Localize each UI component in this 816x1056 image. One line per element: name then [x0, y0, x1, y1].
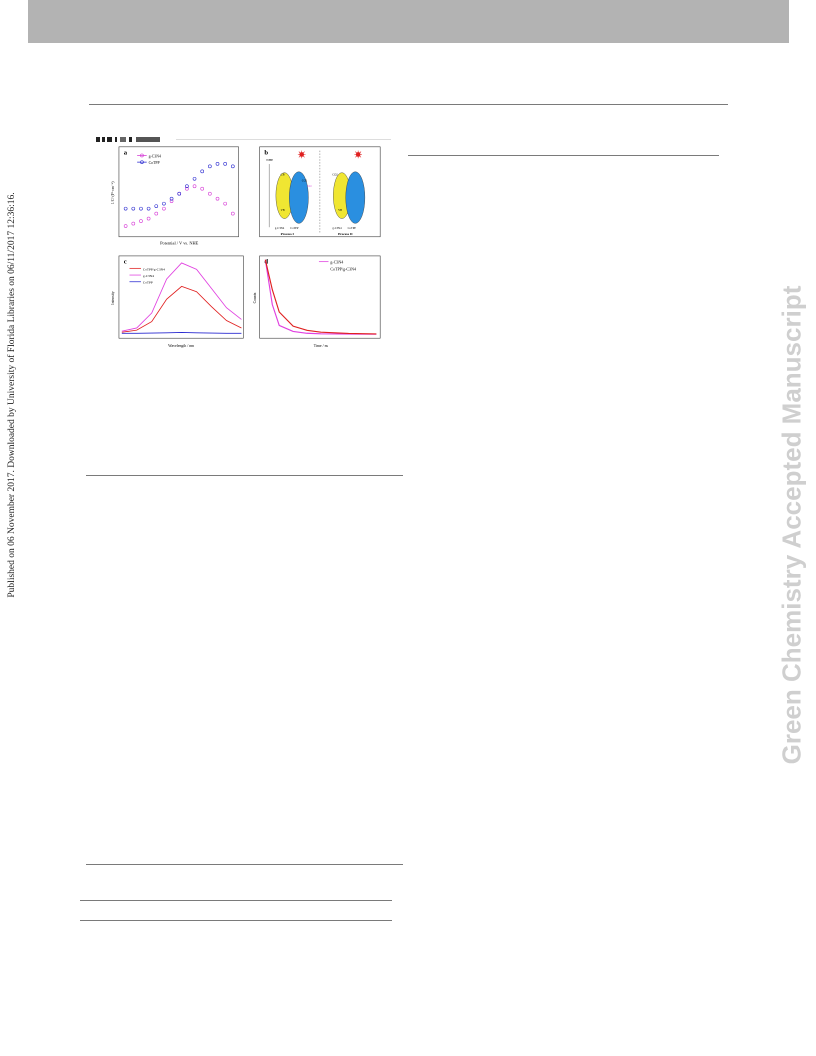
- series-line: [121, 285, 242, 333]
- species-cotpp-2: CoTPP: [348, 226, 357, 230]
- co-label-1: CO: [307, 184, 311, 188]
- species-gc3n4-2: g-C3N4: [332, 226, 342, 230]
- panel-a-label: a: [124, 149, 128, 156]
- panel-d: d g-C3N4 CoTPP/g-C3N4 Time / ns Counts: [253, 255, 381, 348]
- data-point: [162, 206, 166, 211]
- data-point: [223, 201, 227, 206]
- footnote-rule-2: [80, 900, 392, 901]
- legend-gc3n4-d: g-C3N4: [330, 260, 343, 265]
- panel-a-xlabel: Potential / V vs. NHE: [160, 240, 199, 245]
- light-icon-1: [297, 150, 306, 159]
- data-point: [192, 184, 197, 189]
- panel-a: a g-C3N4 CoTPP Potential / V vs. NHE 1/C…: [111, 146, 239, 245]
- data-point: [169, 196, 174, 201]
- vb-label-2: VB: [338, 208, 342, 212]
- data-point: [185, 184, 189, 189]
- data-point: [185, 186, 189, 191]
- data-point: [154, 211, 159, 216]
- data-point: [177, 191, 182, 196]
- footnote-rule-3: [80, 920, 392, 921]
- data-point: [146, 216, 151, 221]
- panel-b: b NHE CB VB CO2 CO g-C3N4 CoTPP Process …: [259, 146, 381, 238]
- series-line: [121, 332, 242, 334]
- data-point: [131, 206, 136, 211]
- panel-c-legend: CoTPP/g-C3N4 g-C3N4 CoTPP: [129, 267, 165, 285]
- footnote-rule-1: [86, 864, 403, 865]
- figure-caption-rule: [86, 475, 403, 476]
- legend-composite-d: CoTPP/g-C3N4: [330, 266, 356, 271]
- series-line: [264, 259, 377, 335]
- figure-four-panels: a g-C3N4 CoTPP Potential / V vs. NHE 1/C…: [111, 146, 381, 348]
- data-point: [231, 211, 235, 216]
- data-point: [169, 199, 174, 203]
- right-column-rule: [408, 155, 719, 156]
- vb-label-1: VB: [281, 208, 285, 212]
- data-point: [192, 176, 197, 181]
- legend-cotpp: CoTPP: [149, 161, 160, 165]
- data-point: [208, 191, 212, 196]
- download-watermark: Published on 06 November 2017. Downloade…: [7, 192, 17, 598]
- light-icon-2: [354, 150, 362, 159]
- legend-gc3n4: g-C3N4: [149, 154, 161, 158]
- panel-b-label: b: [264, 149, 268, 156]
- process-2-caption: Process II: [338, 232, 353, 236]
- data-point: [162, 201, 166, 206]
- panel-a-ylabel: 1/C² (F²·cm⁻⁴): [111, 181, 115, 204]
- panel-d-xlabel: Time / ns: [314, 344, 329, 348]
- data-point: [231, 164, 235, 169]
- panel-d-ylabel: Counts: [253, 292, 257, 303]
- co2-label-2: CO2: [332, 173, 338, 177]
- species-gc3n4-1: g-C3N4: [275, 226, 285, 230]
- data-point: [200, 169, 205, 174]
- data-point: [139, 219, 143, 223]
- cb-label-1: CB: [281, 173, 285, 177]
- data-point: [223, 162, 227, 166]
- data-point: [123, 206, 128, 211]
- species-cotpp-1: CoTPP: [290, 226, 299, 230]
- series-line: [121, 262, 242, 332]
- figure-top-rule: [176, 139, 391, 140]
- panel-b-axis: NHE: [266, 158, 273, 162]
- data-point: [139, 206, 143, 211]
- legend-gc3n4-c: g-C3N4: [143, 274, 154, 278]
- co2-label-1: CO2: [302, 178, 308, 182]
- panel-c-xlabel: Wavelength / nm: [168, 344, 194, 348]
- data-point: [154, 204, 159, 208]
- panel-c-ylabel: Intensity: [111, 291, 115, 304]
- data-point: [208, 164, 212, 169]
- legend-composite: CoTPP/g-C3N4: [143, 267, 165, 271]
- panel-c: c CoTPP/g-C3N4 g-C3N4 CoTPP Wavelength /…: [111, 255, 244, 348]
- data-point: [123, 224, 128, 228]
- data-point: [215, 162, 220, 166]
- figure-decoration-bars: [96, 137, 176, 142]
- data-point: [131, 221, 136, 226]
- data-point: [200, 186, 205, 191]
- legend-cotpp-c: CoTPP: [143, 281, 153, 285]
- panel-d-legend: g-C3N4 CoTPP/g-C3N4: [318, 260, 356, 271]
- data-point: [215, 196, 220, 201]
- journal-header-bar: [28, 0, 789, 43]
- data-point: [146, 206, 151, 211]
- process-1-caption: Process I: [281, 232, 295, 236]
- panel-c-label: c: [124, 259, 127, 266]
- series-line: [264, 259, 377, 335]
- accepted-manuscript-watermark: Green Chemistry Accepted Manuscript: [776, 285, 807, 765]
- header-rule: [89, 104, 728, 105]
- panel-a-legend: g-C3N4 CoTPP: [137, 153, 161, 165]
